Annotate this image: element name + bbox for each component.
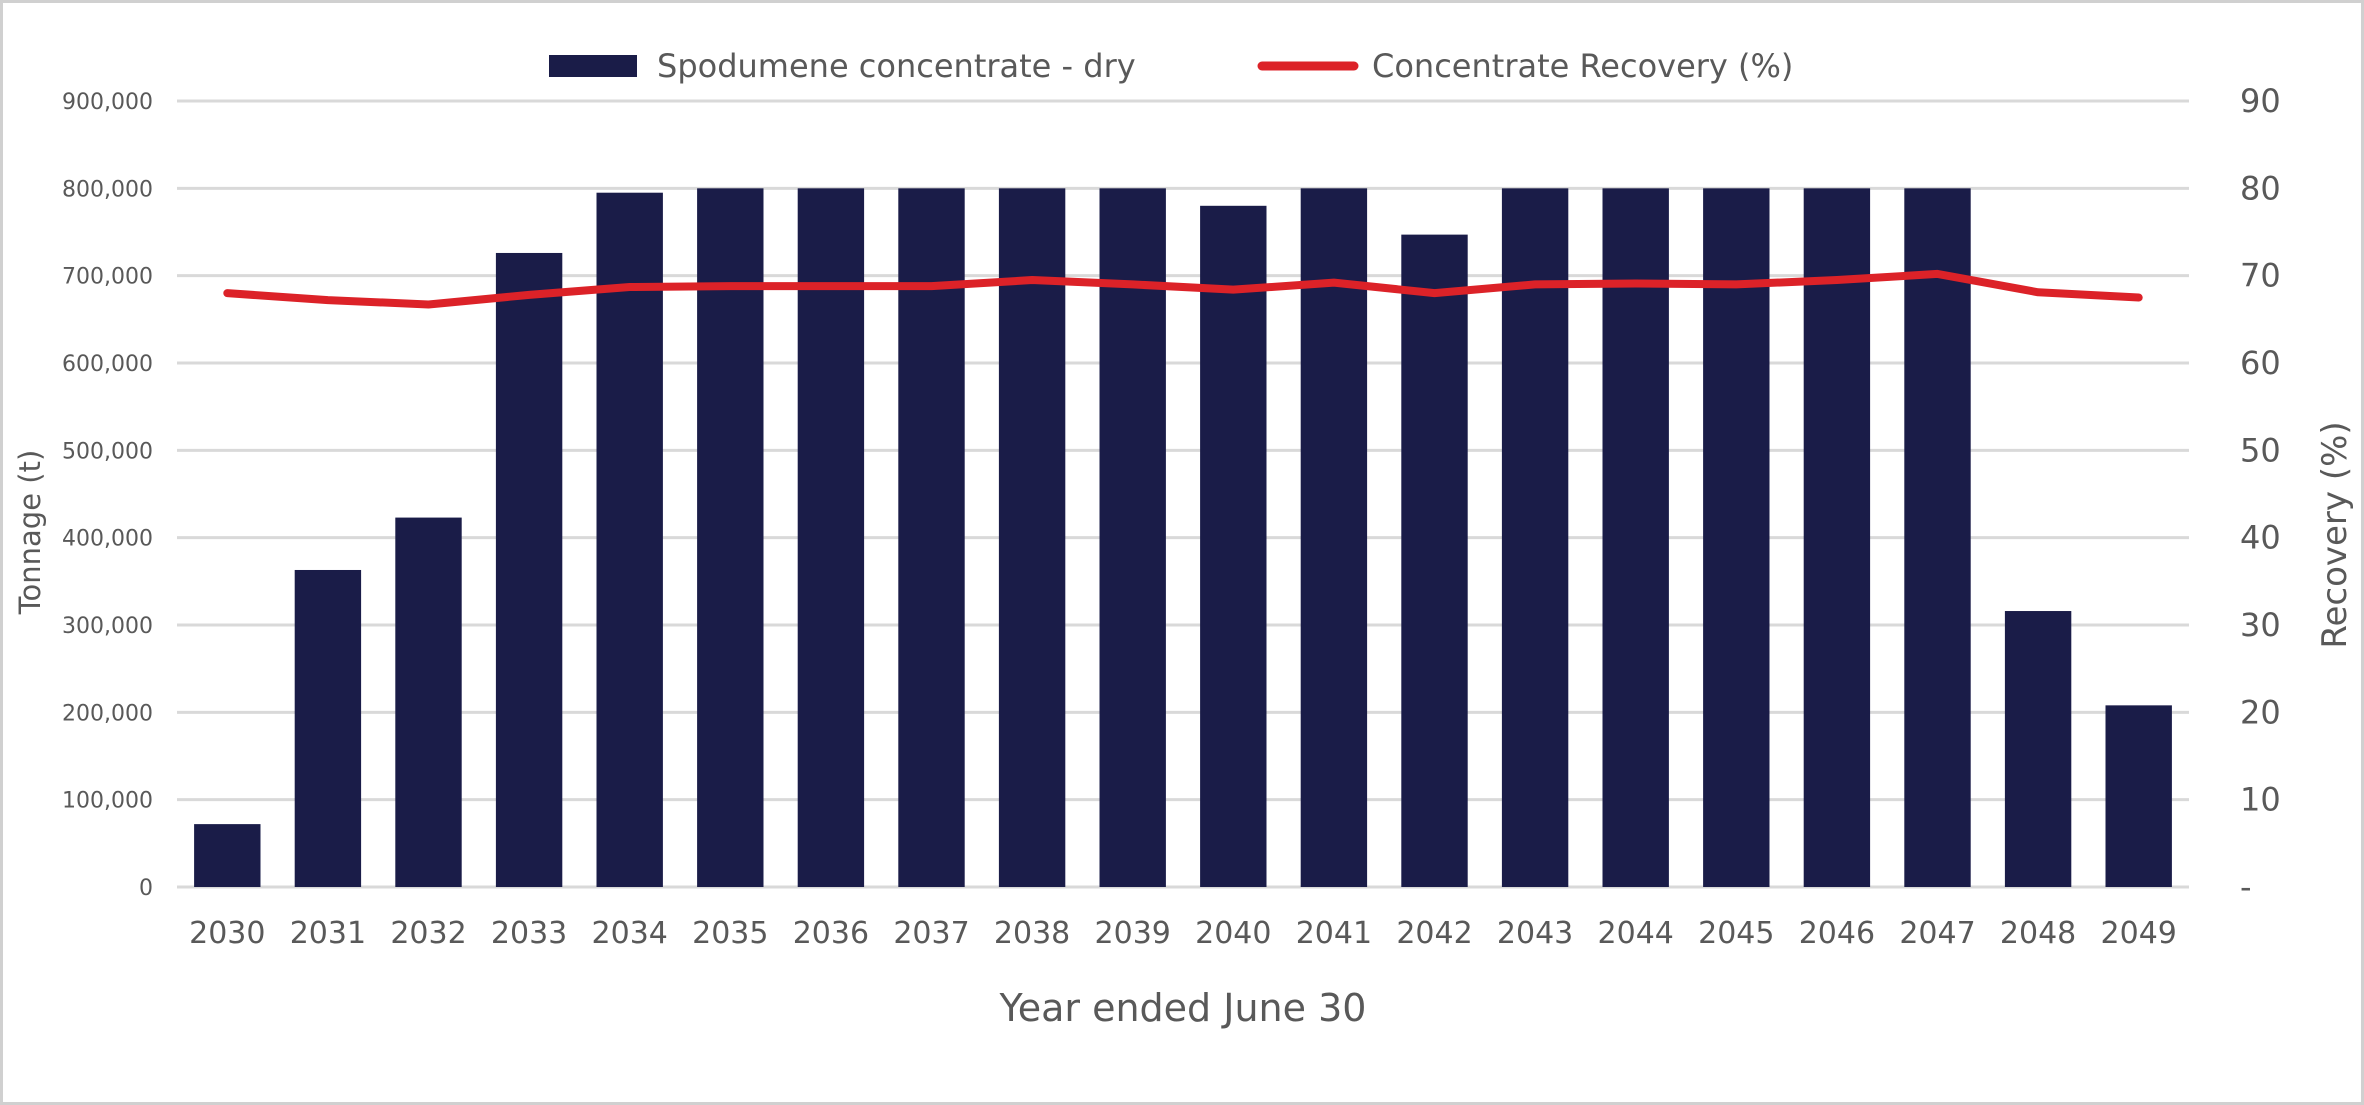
- x-tick-label: 2040: [1195, 916, 1271, 951]
- left-axis-ticks: 0 100,000 200,000 300,000 400,000 500,000 600,…: [62, 90, 153, 901]
- bar-2046: [1803, 188, 1871, 888]
- bar-2031: [294, 569, 362, 887]
- bar-2047: [1904, 188, 1971, 888]
- recovery-line: [223, 269, 2143, 309]
- bar-2048: [2004, 611, 2072, 887]
- x-tick-label: 2031: [290, 916, 366, 951]
- y-tick-label: 600,000: [62, 352, 153, 377]
- x-tick-label: 2044: [1598, 916, 1674, 951]
- recovery-line-path: [223, 269, 2143, 309]
- x-tick-label: 2039: [1095, 916, 1171, 951]
- y2-tick-label: -: [2240, 868, 2252, 906]
- bar-2035: [697, 188, 764, 888]
- bar-2042: [1401, 234, 1468, 887]
- bar-2043: [1501, 188, 1569, 888]
- legend-label-line: Concentrate Recovery (%): [1372, 47, 1793, 85]
- x-axis-title: Year ended June 30: [999, 986, 1367, 1030]
- bar-2034: [596, 192, 663, 887]
- y2-tick-label: 60: [2240, 344, 2281, 382]
- x-axis-ticks: 2030 2031 2032 2033 2034 2035 2036 2037 2038 2039…: [189, 916, 2177, 951]
- right-axis-ticks: - 10 20 30 40 50 60 70 80 90: [2240, 82, 2281, 906]
- y2-axis-title: Recovery (%): [2315, 421, 2355, 648]
- bar-2044: [1602, 188, 1669, 888]
- legend-swatch-bar: [549, 55, 637, 77]
- x-tick-label: 2038: [994, 916, 1070, 951]
- x-tick-label: 2033: [491, 916, 567, 951]
- x-tick-label: 2036: [793, 916, 869, 951]
- x-tick-label: 2043: [1497, 916, 1573, 951]
- bar-2038: [998, 188, 1066, 888]
- bar-2045: [1703, 188, 1770, 888]
- bar-2030: [194, 824, 261, 887]
- bar-2037: [898, 188, 965, 888]
- y-tick-label: 900,000: [62, 90, 153, 115]
- legend-label-bar: Spodumene concentrate - dry: [657, 47, 1136, 85]
- y2-tick-label: 30: [2240, 606, 2281, 644]
- x-tick-label: 2041: [1296, 916, 1372, 951]
- x-tick-label: 2045: [1698, 916, 1774, 951]
- y2-tick-label: 40: [2240, 519, 2281, 557]
- y-tick-label: 100,000: [62, 789, 153, 814]
- y-axis-title: Tonnage (t): [13, 450, 47, 616]
- x-tick-label: 2037: [893, 916, 969, 951]
- y2-tick-label: 50: [2240, 431, 2281, 469]
- y-tick-label: 0: [139, 876, 153, 901]
- legend: Spodumene concentrate - dry Concentrate …: [549, 47, 1793, 85]
- y-tick-label: 500,000: [62, 439, 153, 464]
- x-tick-label: 2035: [692, 916, 768, 951]
- y2-tick-label: 80: [2240, 169, 2281, 207]
- y-tick-label: 200,000: [62, 701, 153, 726]
- x-tick-label: 2032: [390, 916, 466, 951]
- bar-2033: [495, 252, 563, 887]
- x-tick-label: 2049: [2101, 916, 2177, 951]
- bar-2036: [797, 188, 865, 888]
- bars: [194, 188, 2172, 888]
- y2-tick-label: 90: [2240, 82, 2281, 120]
- x-tick-label: 2048: [2000, 916, 2076, 951]
- y2-tick-label: 70: [2240, 257, 2281, 295]
- gridlines: [177, 99, 2189, 889]
- x-tick-label: 2030: [189, 916, 265, 951]
- bar-2049: [2105, 705, 2172, 887]
- y-tick-label: 400,000: [62, 527, 153, 552]
- bar-2032: [395, 517, 462, 887]
- y2-tick-label: 20: [2240, 693, 2281, 731]
- bar-2040: [1200, 205, 1267, 888]
- y2-tick-label: 10: [2240, 781, 2281, 819]
- x-tick-label: 2047: [1899, 916, 1975, 951]
- y-tick-label: 700,000: [62, 265, 153, 290]
- x-tick-label: 2034: [592, 916, 668, 951]
- bar-2041: [1300, 188, 1368, 888]
- x-tick-label: 2042: [1396, 916, 1472, 951]
- y-tick-label: 800,000: [62, 177, 153, 202]
- x-tick-label: 2046: [1799, 916, 1875, 951]
- bar-2039: [1099, 188, 1166, 888]
- y-tick-label: 300,000: [62, 614, 153, 639]
